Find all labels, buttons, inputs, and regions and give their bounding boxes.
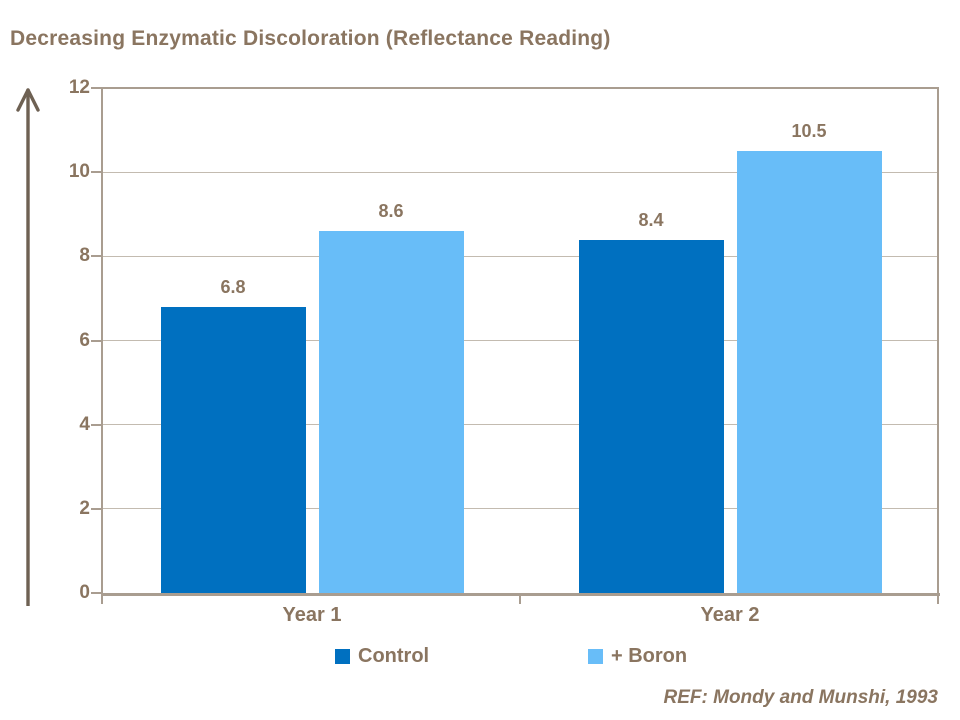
y-axis-tick — [91, 171, 101, 174]
y-axis-tick — [91, 423, 101, 426]
y-tick-label: 2 — [79, 497, 90, 519]
gridline — [103, 424, 939, 426]
plot-area: 6.8 8.6 8.4 10.5 — [103, 88, 939, 593]
gridline — [103, 255, 939, 257]
bar-year-1-control — [160, 306, 306, 593]
y-axis-tick — [91, 339, 101, 342]
legend-item-control: Control — [335, 644, 429, 668]
gridline — [103, 508, 939, 510]
y-axis-tick — [91, 87, 101, 89]
legend-label: Control — [358, 644, 430, 667]
y-tick-label: 6 — [79, 329, 90, 351]
y-tick-label: 10 — [68, 161, 90, 183]
x-axis-tick — [519, 596, 521, 604]
x-axis-tick — [101, 596, 103, 604]
x-axis-line — [101, 593, 940, 596]
y-axis-tick — [91, 592, 101, 594]
bar-value-label: 8.6 — [378, 201, 404, 222]
y-tick-label: 8 — [79, 245, 90, 267]
category-label-year-2: Year 2 — [700, 604, 760, 626]
gridline — [103, 340, 939, 341]
legend-item-boron: + Boron — [588, 644, 687, 668]
y-tick-label: 0 — [79, 582, 90, 603]
legend-label: + Boron — [611, 644, 688, 667]
y-axis-tick — [91, 255, 101, 258]
category-label-year-1: Year 1 — [282, 604, 342, 626]
y-axis-tick — [91, 507, 101, 510]
up-arrow-icon — [16, 88, 40, 606]
plot-border-top — [103, 87, 939, 89]
y-axis-line — [101, 87, 103, 596]
bar-year-2-control — [578, 239, 724, 593]
gridline — [103, 171, 939, 173]
chart-title: Decreasing Enzymatic Discoloration (Refl… — [10, 27, 611, 50]
legend-swatch-icon — [588, 648, 603, 664]
y-tick-label: 12 — [68, 77, 90, 98]
bar-year-1-boron — [318, 231, 464, 593]
bar-value-label: 10.5 — [791, 121, 827, 142]
bar-value-label: 8.4 — [638, 209, 664, 230]
x-axis-tick — [937, 596, 939, 604]
y-tick-label: 4 — [79, 413, 90, 435]
reference-note: REF: Mondy and Munshi, 1993 — [663, 687, 938, 708]
plot-border-right — [937, 88, 939, 593]
legend-swatch-icon — [335, 648, 350, 664]
bar-value-label: 6.8 — [220, 276, 246, 297]
bar-year-2-boron — [736, 151, 882, 593]
